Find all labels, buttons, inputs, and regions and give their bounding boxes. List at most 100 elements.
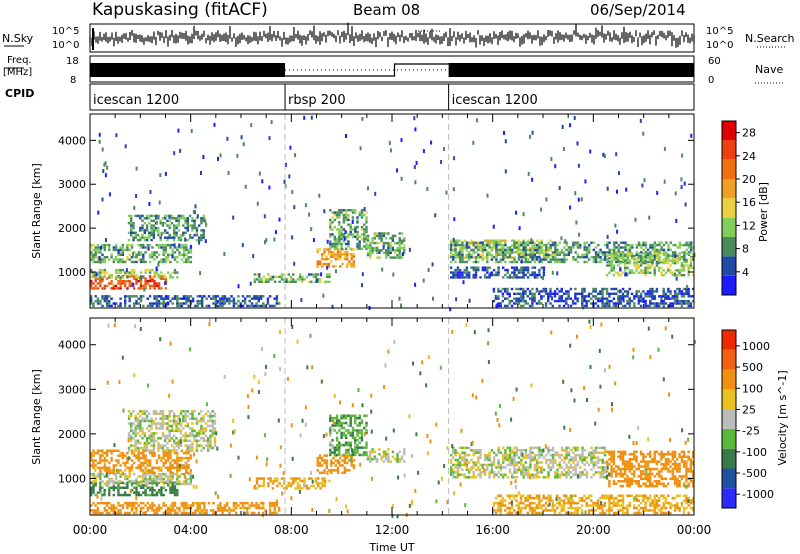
data-cell — [560, 236, 563, 241]
data-cell — [646, 260, 650, 264]
data-cell — [572, 468, 575, 472]
data-cell — [92, 486, 95, 489]
data-cell — [178, 243, 181, 248]
data-cell — [558, 463, 561, 467]
data-cell — [545, 248, 548, 252]
data-cell — [624, 243, 627, 247]
data-cell — [141, 226, 144, 230]
data-cell — [545, 246, 548, 249]
data-cell — [171, 302, 174, 305]
data-cell — [137, 456, 140, 460]
data-cell — [92, 482, 95, 486]
data-cell — [326, 275, 329, 279]
data-cell — [336, 461, 340, 465]
data-cell — [175, 422, 178, 425]
data-cell — [365, 245, 368, 248]
data-cell — [513, 466, 516, 469]
data-cell — [455, 297, 458, 302]
data-cell — [164, 509, 168, 512]
data-cell — [613, 243, 616, 247]
data-cell — [329, 247, 332, 250]
data-cell — [287, 280, 290, 283]
data-cell — [356, 218, 359, 222]
data-cell — [170, 449, 174, 452]
data-cell — [578, 292, 582, 295]
data-cell — [329, 242, 332, 246]
data-cell — [563, 473, 566, 476]
data-cell — [179, 429, 183, 433]
data-cell — [128, 248, 131, 252]
data-cell — [271, 504, 274, 507]
data-cell — [161, 412, 165, 415]
data-cell — [278, 482, 281, 485]
data-cell — [327, 469, 331, 472]
data-cell — [358, 235, 361, 238]
data-cell — [96, 273, 100, 277]
data-cell — [549, 449, 552, 452]
data-cell — [369, 453, 372, 456]
data-cell — [513, 468, 516, 472]
data-cell — [239, 501, 242, 505]
data-cell — [547, 466, 550, 469]
data-cell — [293, 261, 296, 266]
data-cell — [185, 471, 188, 474]
data-cell — [387, 232, 390, 235]
data-cell — [169, 475, 172, 478]
data-cell — [329, 426, 332, 430]
data-cell — [110, 279, 113, 283]
data-cell — [185, 469, 188, 472]
data-cell — [592, 453, 595, 457]
data-cell — [628, 304, 631, 308]
data-cell — [646, 271, 650, 274]
data-cell — [108, 304, 111, 308]
data-cell — [130, 501, 134, 505]
data-cell — [133, 481, 136, 485]
data-cell — [177, 128, 180, 133]
data-cell — [250, 302, 254, 305]
data-cell — [145, 226, 149, 230]
data-cell — [145, 417, 149, 420]
data-cell — [581, 253, 584, 256]
data-cell — [667, 254, 670, 258]
data-cell — [136, 419, 140, 423]
data-cell — [642, 131, 645, 136]
data-cell — [314, 487, 318, 490]
data-cell — [316, 469, 319, 472]
data-cell — [114, 276, 118, 279]
data-cell — [465, 268, 469, 272]
data-cell — [601, 251, 604, 254]
data-cell — [159, 219, 162, 222]
data-cell — [339, 265, 342, 268]
data-cell — [216, 504, 220, 507]
data-cell — [380, 232, 383, 235]
data-cell — [658, 252, 661, 255]
data-cell — [323, 482, 327, 485]
data-cell — [159, 173, 162, 177]
data-cell — [538, 254, 541, 257]
data-cell — [188, 412, 192, 415]
data-cell — [101, 493, 104, 497]
data-cell — [511, 463, 514, 467]
data-cell — [499, 258, 503, 261]
data-cell — [332, 469, 335, 472]
data-cell — [152, 412, 156, 415]
data-cell — [354, 209, 357, 212]
data-cell — [465, 273, 469, 277]
data-cell — [143, 238, 146, 242]
data-cell — [639, 269, 643, 272]
data-cell — [176, 461, 179, 465]
data-cell — [651, 290, 654, 293]
data-cell — [99, 248, 102, 252]
data-cell — [479, 473, 482, 476]
data-cell — [531, 304, 534, 308]
data-cell — [596, 299, 600, 303]
data-cell — [594, 251, 598, 254]
data-cell — [160, 472, 163, 476]
data-cell — [635, 253, 638, 256]
data-cell — [340, 443, 343, 447]
data-cell — [185, 501, 188, 505]
data-cell — [554, 254, 557, 257]
data-cell — [358, 441, 361, 444]
data-cell — [564, 239, 567, 244]
data-cell — [576, 292, 579, 295]
